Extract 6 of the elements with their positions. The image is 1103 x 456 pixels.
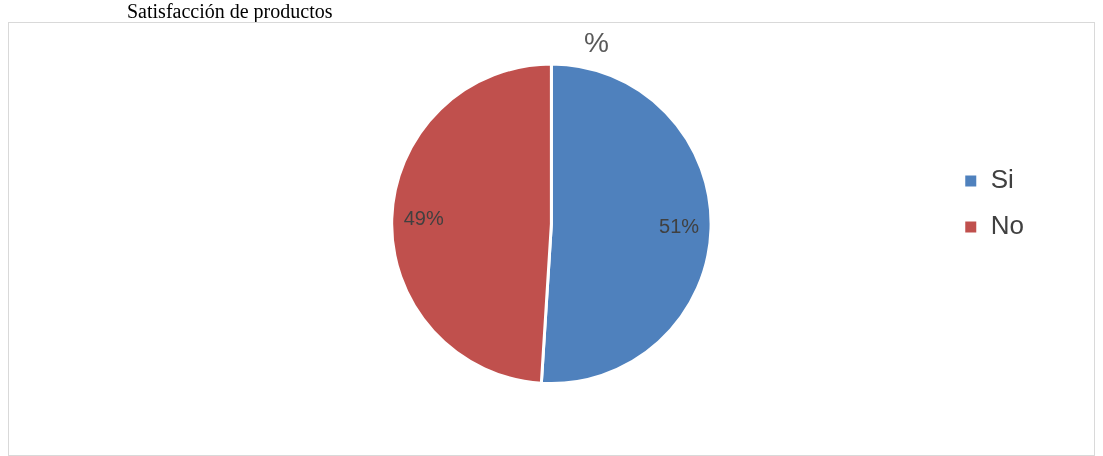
data-label: 49% [403,207,444,230]
legend-label: No [990,210,1025,241]
chart-title: % [584,26,609,58]
legend-label: Si [990,164,1014,195]
data-label: 51% [659,215,700,238]
text: Satisfacción de productos [127,0,333,22]
